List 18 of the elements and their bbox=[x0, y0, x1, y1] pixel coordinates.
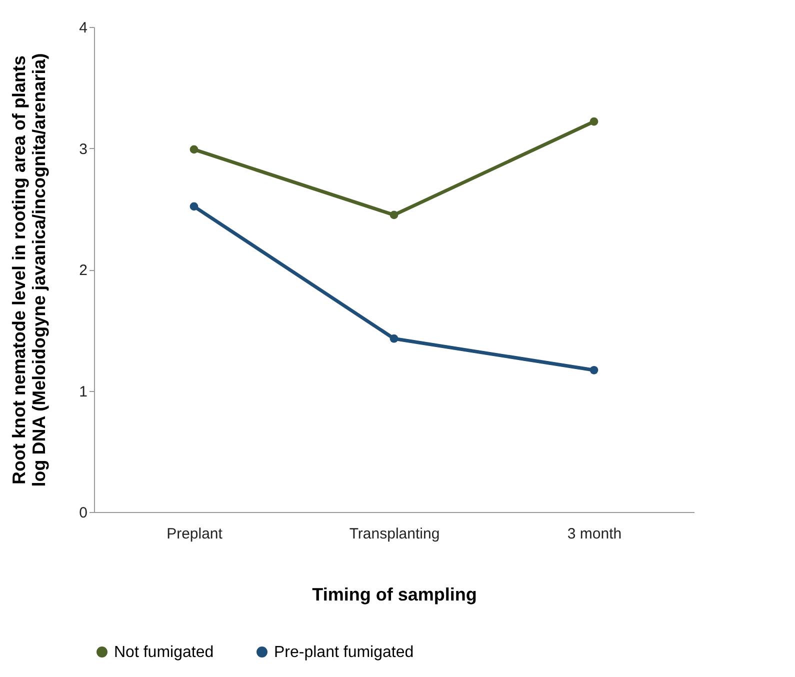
point bbox=[190, 145, 198, 154]
point bbox=[390, 210, 398, 220]
x-axis-title: Timing of sampling bbox=[312, 584, 477, 604]
y-tick-label: 3 bbox=[79, 140, 88, 158]
x-tick-label: Transplanting bbox=[349, 526, 440, 542]
legend-label: Pre-plant fumigated bbox=[274, 644, 414, 661]
point bbox=[590, 117, 598, 126]
point bbox=[190, 202, 198, 211]
legend-label: Not fumigated bbox=[114, 644, 214, 661]
point bbox=[390, 334, 398, 343]
x-tick-label: 3 month bbox=[567, 526, 622, 542]
y-tick-label: 2 bbox=[79, 262, 88, 279]
y-tick-label: 4 bbox=[79, 20, 88, 36]
y-tick-label: 1 bbox=[79, 383, 88, 400]
y-tick-label: 0 bbox=[79, 504, 88, 522]
x-tick-label: Preplant bbox=[166, 526, 224, 542]
point bbox=[590, 366, 598, 374]
y-axis-title: Root knot nematode level in rooting area of plants log DNA (Meloidogyne javanica/incognita/arenaria) bbox=[9, 53, 50, 487]
